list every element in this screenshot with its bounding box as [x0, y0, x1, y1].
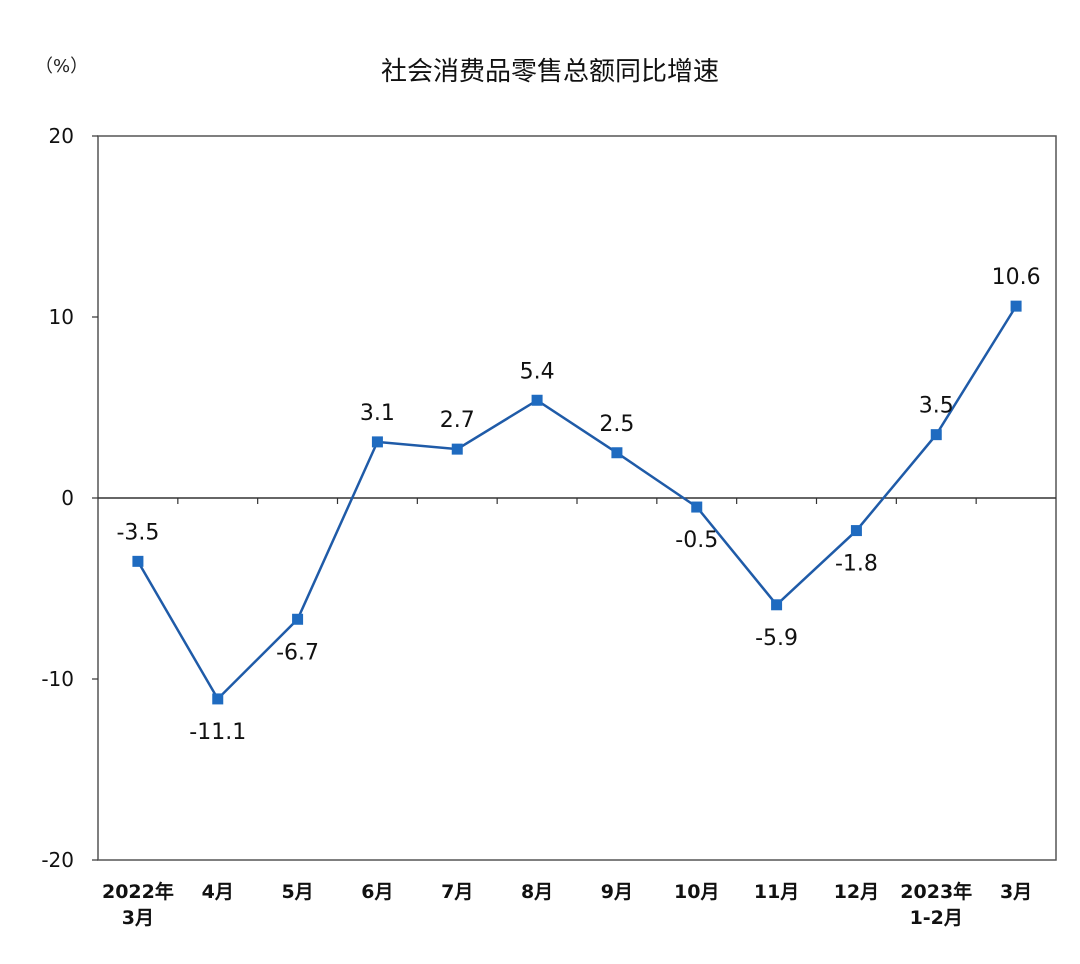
data-label: 2.5 [599, 412, 634, 437]
unit-label: （%） [35, 56, 88, 77]
data-label: -5.9 [755, 626, 798, 651]
x-tick-label: 4月 [202, 881, 234, 903]
x-tick-label: 2023年 [900, 880, 972, 903]
data-point [1010, 300, 1022, 312]
data-label: 3.5 [919, 394, 954, 419]
data-label: 2.7 [440, 408, 475, 433]
data-label: -11.1 [189, 720, 246, 745]
x-tick-label: 6月 [361, 881, 393, 903]
data-label: 3.1 [360, 401, 395, 426]
data-point [930, 429, 942, 441]
series-line [136, 305, 1018, 701]
y-tick-label: -10 [41, 667, 74, 691]
data-markers [132, 300, 1022, 705]
data-label: 10.6 [992, 265, 1041, 290]
data-label: -6.7 [276, 640, 319, 665]
data-point [212, 693, 224, 705]
data-labels: -3.5 -11.1 -6.7 3.1 2.7 5.4 2.5 -0.5 -5.9 -1.8 3.5… [116, 265, 1040, 745]
data-point [611, 447, 623, 459]
data-label: -3.5 [116, 520, 159, 545]
chart-title: 社会消费品零售总额同比增速 [381, 57, 719, 87]
data-point [691, 501, 703, 513]
x-tick-label: 9月 [601, 881, 633, 903]
x-tick-label: 3月 [122, 907, 154, 929]
y-axis: 20 10 0 -10 -20 [41, 124, 98, 872]
x-tick-label: 3月 [1000, 881, 1032, 903]
y-tick-label: 10 [49, 305, 74, 329]
data-point [850, 525, 862, 537]
x-tick-label: 10月 [674, 881, 719, 903]
data-point [292, 613, 304, 625]
data-point [371, 436, 383, 448]
data-point [132, 555, 144, 567]
data-label: 5.4 [520, 359, 555, 384]
y-tick-label: 0 [61, 486, 74, 510]
x-tick-label: 11月 [754, 881, 799, 903]
x-tick-label: 2022年 [102, 880, 174, 903]
data-point [451, 443, 463, 455]
x-tick-label: 12月 [834, 881, 879, 903]
x-tick-label: 5月 [281, 881, 313, 903]
x-tick-label: 7月 [441, 881, 473, 903]
data-label: -1.8 [835, 552, 878, 577]
x-tick-label: 1-2月 [910, 907, 963, 929]
y-tick-label: -20 [41, 848, 74, 872]
x-tick-label: 8月 [521, 881, 553, 903]
data-label: -0.5 [675, 528, 718, 553]
data-point [771, 599, 783, 611]
data-point [531, 394, 543, 406]
x-axis: 2022年 3月 4月 5月 6月 7月 8月 9月 10月 11月 12月 2023年 1-2月 3月 [102, 498, 1032, 929]
y-tick-label: 20 [49, 124, 74, 148]
